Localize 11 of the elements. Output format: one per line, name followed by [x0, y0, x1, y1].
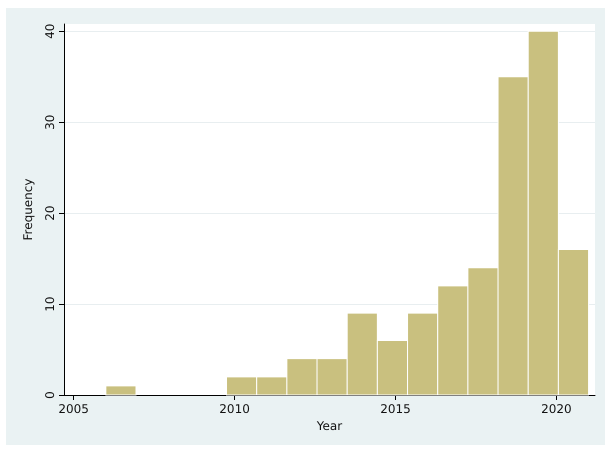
y-tick-label: 10: [43, 296, 57, 312]
x-tick-label: 2015: [380, 402, 411, 416]
y-tick-label: 20: [43, 205, 57, 221]
x-tick-label: 2010: [219, 402, 250, 416]
x-tick-label: 2005: [58, 402, 89, 416]
y-tick-label: 30: [43, 114, 57, 130]
y-axis-title: Frequency: [21, 178, 35, 240]
x-tick-label: 2020: [541, 402, 572, 416]
y-tick-label: 40: [43, 24, 57, 39]
x-axis-title: Year: [316, 418, 342, 433]
y-tick-label: 0: [43, 391, 57, 399]
